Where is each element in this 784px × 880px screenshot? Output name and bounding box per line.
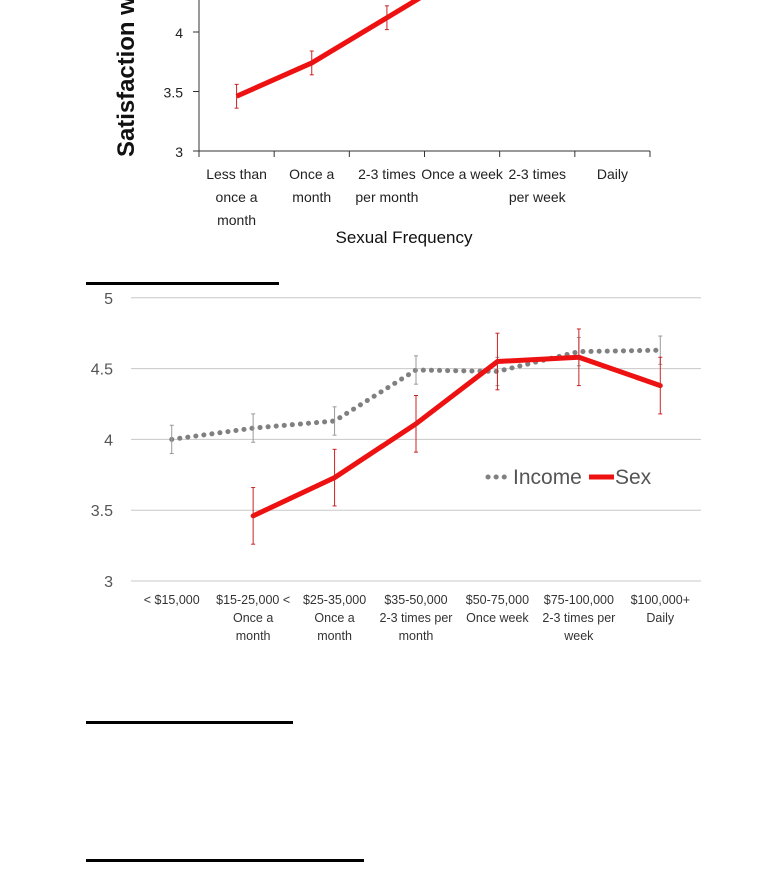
y-tick-label: 3 [175, 144, 183, 160]
y-tick-label: 4.5 [91, 362, 113, 379]
x-tick-label: 2-3 times per month [355, 166, 418, 205]
x-axis-title: Sexual Frequency [335, 228, 473, 247]
x-tick-label: Once a week [421, 166, 504, 182]
x-tick-label: < $15,000 [144, 593, 200, 607]
divider-line-2 [86, 721, 293, 724]
y-tick-label: 3.5 [91, 503, 113, 520]
x-tick-label: $35-50,000 2-3 times per month [380, 593, 453, 643]
x-tick-label: $50-75,000 Once week [466, 593, 530, 625]
y-tick-label: 3 [104, 574, 113, 591]
x-tick-label: Daily [597, 166, 628, 182]
y-tick-label: 3.5 [164, 85, 184, 101]
series-line-sex [250, 354, 663, 519]
y-tick-label: 4 [175, 25, 183, 41]
x-tick-label: $25-35,000 Once a month [303, 593, 366, 643]
divider-line-1 [86, 282, 279, 285]
y-tick-label: 5 [104, 291, 113, 308]
legend-label-sex: Sex [615, 466, 652, 489]
x-tick-label: 2-3 times per week [508, 166, 566, 205]
series-line [235, 0, 422, 99]
divider-line-3 [86, 859, 364, 862]
legend-label-income: Income [513, 466, 582, 489]
top-chart: Satisfaction with 3 3.5 4 Less than once a mon… [113, 0, 651, 247]
x-tick-label: $15-25,000 < Once a month [216, 593, 290, 643]
y-tick-label: 4 [104, 432, 113, 449]
y-axis-title: Satisfaction with [113, 0, 140, 157]
x-tick-label: $75-100,000 2-3 times per week [542, 593, 615, 643]
x-tick-label: Less than once a month [206, 166, 267, 228]
x-tick-label: $100,000+ Daily [631, 593, 690, 625]
x-tick-label: Once a month [289, 166, 334, 205]
